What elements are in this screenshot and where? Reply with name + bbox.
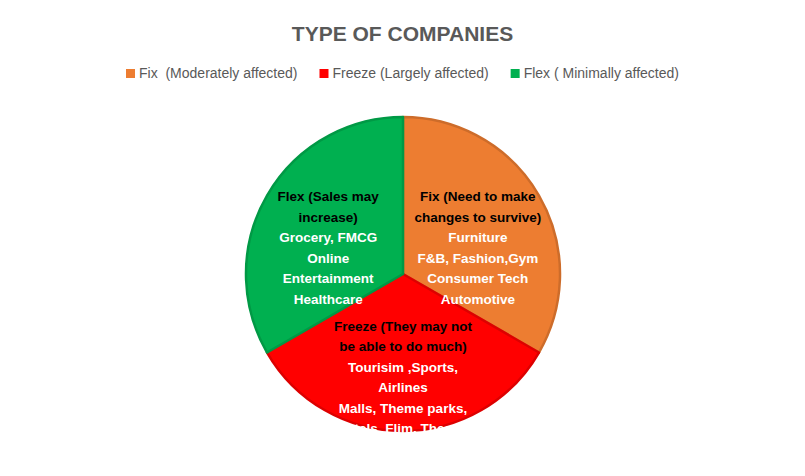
slice-item: Healthcare bbox=[294, 292, 364, 307]
legend-label: Fix (Moderately affected) bbox=[139, 65, 297, 81]
slice-item: Entertainment bbox=[283, 271, 374, 286]
legend-swatch bbox=[319, 69, 328, 78]
slice-item: Malls, Theme parks, bbox=[339, 401, 467, 416]
legend-swatch bbox=[126, 69, 135, 78]
slice-item: Hotels, Flim, Theatre bbox=[337, 421, 470, 436]
slice-item: Tourisim ,Sports, bbox=[348, 360, 458, 375]
slice-labels: Fix (Need to make changes to survive) Furn… bbox=[278, 189, 542, 436]
legend-swatch bbox=[511, 69, 520, 78]
slice-heading: Fix (Need to make bbox=[420, 189, 536, 204]
legend-item: Freeze (Largely affected) bbox=[319, 65, 488, 81]
slice-heading: be able to do much) bbox=[339, 339, 467, 354]
slice-item: Airlines bbox=[378, 380, 428, 395]
slice-heading: Freeze (They may not bbox=[334, 319, 473, 334]
chart: TYPE OF COMPANIES Fix (Moderately affecte… bbox=[0, 0, 805, 476]
pie-slice bbox=[246, 117, 403, 353]
legend: Fix (Moderately affected) Freeze (Largely… bbox=[126, 65, 679, 81]
legend-label: Flex ( Minimally affected) bbox=[524, 65, 679, 81]
pie-slice bbox=[267, 274, 539, 431]
background bbox=[0, 0, 805, 476]
slice-item: F&B, Fashion,Gym bbox=[417, 251, 538, 266]
legend-item: Fix (Moderately affected) bbox=[126, 65, 297, 81]
pie bbox=[246, 117, 560, 431]
slice-heading: increase) bbox=[299, 210, 358, 225]
slice-item: Automotive bbox=[441, 292, 516, 307]
slice-heading: Flex (Sales may bbox=[278, 189, 380, 204]
title: TYPE OF COMPANIES bbox=[292, 22, 513, 45]
legend-label: Freeze (Largely affected) bbox=[332, 65, 488, 81]
slice-item: Consumer Tech bbox=[427, 271, 528, 286]
slice-heading: changes to survive) bbox=[414, 210, 541, 225]
legend-item: Flex ( Minimally affected) bbox=[511, 65, 679, 81]
slice-item: Grocery, FMCG bbox=[279, 230, 377, 245]
slice-item: Furniture bbox=[448, 230, 508, 245]
slice-item: Online bbox=[307, 251, 349, 266]
